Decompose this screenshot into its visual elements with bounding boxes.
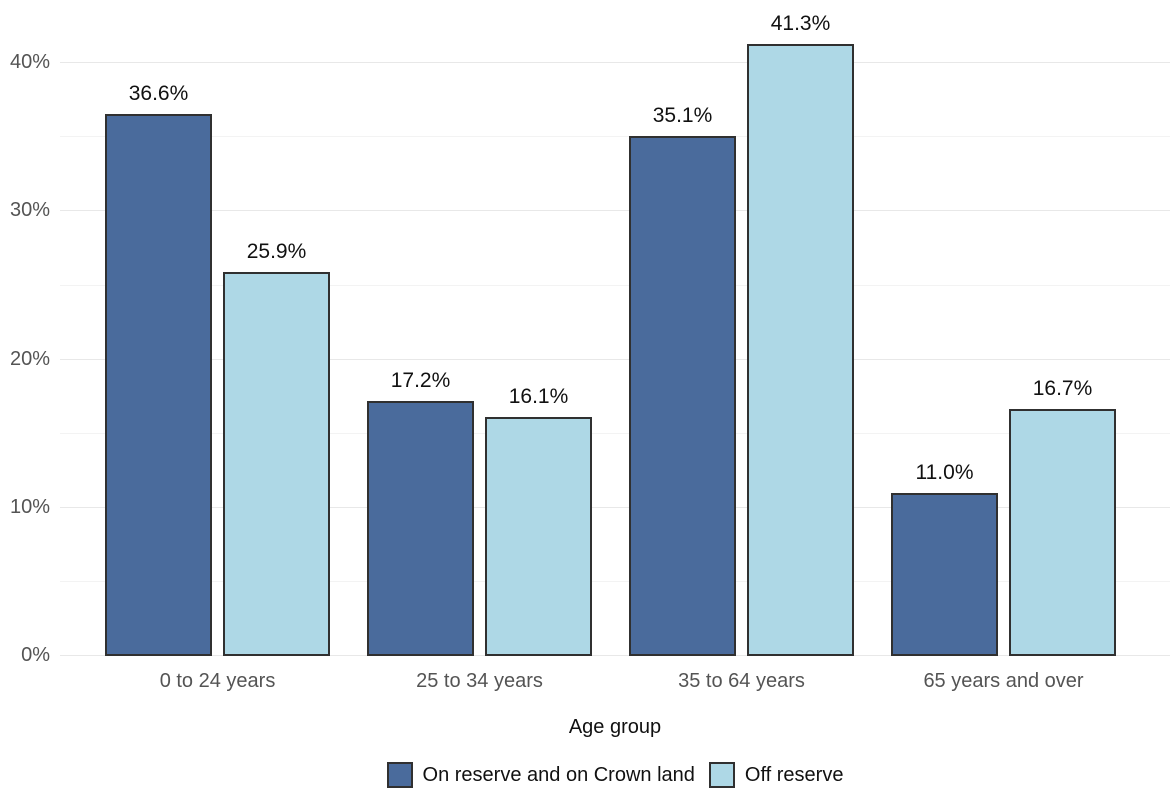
bar-value-label: 16.1% — [508, 385, 569, 409]
bar — [485, 417, 592, 656]
legend-label: Off reserve — [744, 763, 844, 786]
bar-value-label: 36.6% — [128, 81, 189, 105]
x-tick-label: 65 years and over — [923, 670, 1084, 692]
bar-value-label: 35.1% — [652, 103, 713, 127]
bar-value-label: 41.3% — [770, 11, 831, 35]
minor-gridline — [60, 432, 1170, 434]
legend-swatch — [386, 762, 413, 788]
y-tick-label: 40% — [9, 51, 50, 74]
major-gridline — [60, 506, 1170, 508]
bar-value-label: 17.2% — [390, 369, 451, 393]
bar — [367, 401, 474, 656]
legend-label: On reserve and on Crown land — [422, 763, 695, 786]
y-axis: 0% 10% 20% 30% 40% — [0, 0, 50, 666]
legend-item: On reserve and on Crown land — [386, 762, 695, 788]
bar-value-label: 11.0% — [915, 460, 974, 484]
legend: On reserve and on Crown land Off reserve — [60, 758, 1170, 792]
bar — [1009, 408, 1116, 656]
y-tick-label: 30% — [9, 199, 50, 222]
bar-value-label: 16.7% — [1032, 376, 1093, 400]
minor-gridline — [60, 284, 1170, 286]
y-tick-label: 20% — [9, 347, 50, 370]
bar — [223, 272, 330, 656]
plot-area: 36.6% 25.9% 17.2% 16.1% 35.1% 41.3% 11.0% 16.7% — [60, 0, 1170, 656]
legend-swatch — [708, 762, 735, 788]
bar — [629, 135, 736, 656]
major-gridline — [60, 655, 1170, 656]
minor-gridline — [60, 580, 1170, 582]
bar — [747, 43, 854, 656]
x-axis-labels: 0 to 24 years 25 to 34 years 35 to 64 year… — [60, 668, 1170, 696]
major-gridline — [60, 62, 1170, 64]
x-tick-label: 35 to 64 years — [678, 670, 805, 692]
bar-value-label: 25.9% — [246, 240, 307, 264]
minor-gridline — [60, 136, 1170, 138]
bar — [891, 493, 998, 656]
y-tick-label: 10% — [9, 495, 50, 518]
bar — [105, 113, 212, 656]
y-tick-label: 0% — [21, 644, 50, 666]
major-gridline — [60, 358, 1170, 360]
x-tick-label: 0 to 24 years — [159, 670, 276, 692]
x-tick-label: 25 to 34 years — [416, 670, 543, 692]
x-axis-title: Age group — [568, 716, 662, 738]
major-gridline — [60, 210, 1170, 212]
legend-item: Off reserve — [708, 762, 844, 788]
